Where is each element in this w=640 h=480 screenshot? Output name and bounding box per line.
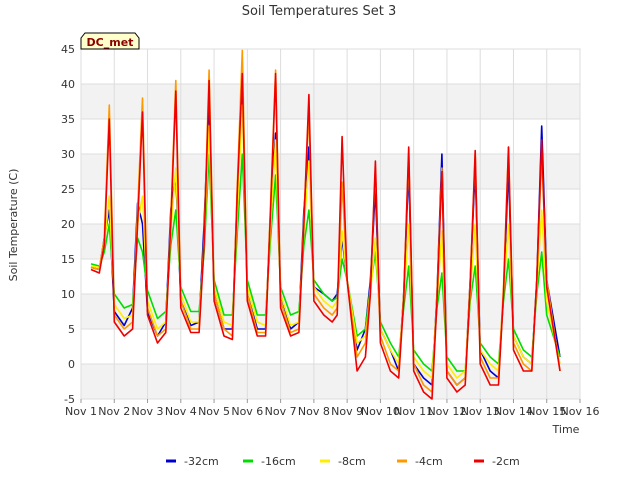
y-tick-label: 35 <box>61 113 75 126</box>
y-tick-label: 15 <box>61 253 75 266</box>
y-tick-label: 25 <box>61 183 75 196</box>
x-axis-label: Time <box>552 423 580 436</box>
x-tick-label: Nov 15 <box>527 405 566 418</box>
x-tick-label: Nov 13 <box>461 405 500 418</box>
y-tick-labels: -5 0 5 10 15 20 25 30 35 40 45 <box>61 43 75 406</box>
grid-band <box>81 364 580 399</box>
legend-label: -16cm <box>261 455 296 468</box>
y-tick-label: 45 <box>61 43 75 56</box>
grid-band <box>81 224 580 259</box>
y-tick-label: 20 <box>61 218 75 231</box>
legend-label: -4cm <box>415 455 443 468</box>
x-tick-labels: Nov 1 Nov 2 Nov 3 Nov 4 Nov 5 Nov 6 Nov 7 Nov 8… <box>65 399 599 418</box>
x-tick-label: Nov 6 <box>231 405 263 418</box>
grid-band <box>81 84 580 119</box>
x-tick-label: Nov 3 <box>132 405 164 418</box>
x-tick-label: Nov 1 <box>65 405 97 418</box>
series-line-neg2cm <box>90 72 561 400</box>
series-lines <box>90 49 561 400</box>
grid-bands <box>81 84 580 399</box>
x-tick-label: Nov 9 <box>331 405 363 418</box>
station-badge: DC_met <box>80 32 140 50</box>
grid-band <box>81 154 580 189</box>
station-badge-label: DC_met <box>87 36 134 49</box>
legend-label: -32cm <box>184 455 219 468</box>
y-axis-label: Soil Temperature (C) <box>7 169 20 282</box>
x-tick-label: Nov 11 <box>394 405 433 418</box>
x-tick-label: Nov 12 <box>427 405 466 418</box>
x-tick-label: Nov 16 <box>561 405 600 418</box>
x-tick-label: Nov 10 <box>361 405 400 418</box>
y-tick-label: 40 <box>61 78 75 91</box>
y-tick-label: 0 <box>68 358 75 371</box>
legend-label: -2cm <box>492 455 520 468</box>
y-tick-label: 5 <box>68 323 75 336</box>
grid-lines <box>80 48 581 400</box>
chart-title: Soil Temperatures Set 3 <box>242 4 397 19</box>
y-tick-label: 10 <box>61 288 75 301</box>
x-tick-label: Nov 7 <box>265 405 297 418</box>
x-tick-label: Nov 2 <box>98 405 130 418</box>
x-tick-label: Nov 4 <box>165 405 197 418</box>
y-tick-label: -5 <box>64 393 75 406</box>
legend-label: -8cm <box>338 455 366 468</box>
x-tick-label: Nov 8 <box>298 405 330 418</box>
legend: -32cm -16cm -8cm -4cm -2cm <box>166 455 520 468</box>
x-tick-label: Nov 5 <box>198 405 230 418</box>
x-tick-label: Nov 14 <box>494 405 533 418</box>
y-tick-label: 30 <box>61 148 75 161</box>
